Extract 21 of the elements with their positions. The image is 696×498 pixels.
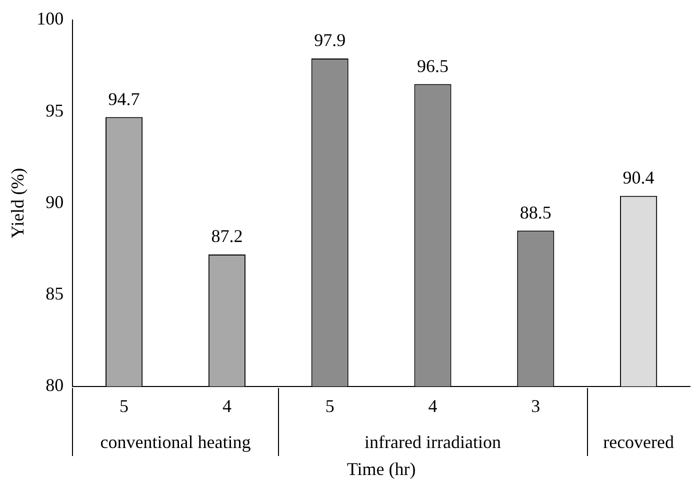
y-tick-label: 100 xyxy=(36,8,64,29)
x-tick-label: 5 xyxy=(120,396,129,416)
text: conventional heating xyxy=(100,432,251,452)
y-tick-label: 80 xyxy=(46,375,64,396)
x-tick-label: 4 xyxy=(428,396,438,416)
data-label: 90.4 xyxy=(622,168,654,188)
x-tick-label: 3 xyxy=(531,396,540,416)
text: recovered xyxy=(603,432,674,452)
text: infrared irradiation xyxy=(364,432,501,452)
data-label: 87.2 xyxy=(211,226,243,246)
data-label: 94.7 xyxy=(108,88,140,109)
data-label: 97.9 xyxy=(314,30,346,50)
y-tick-label: 95 xyxy=(46,100,64,120)
y-tick-label: 85 xyxy=(46,284,64,304)
data-label: 88.5 xyxy=(520,202,552,222)
y-axis-title: Yield (%) xyxy=(8,168,28,238)
y-tick-label: 90 xyxy=(46,192,64,212)
x-axis-title: Time (hr) xyxy=(346,459,416,480)
data-label: 96.5 xyxy=(417,56,448,76)
x-tick-label: 4 xyxy=(222,396,232,416)
x-tick-label: 5 xyxy=(325,396,334,416)
